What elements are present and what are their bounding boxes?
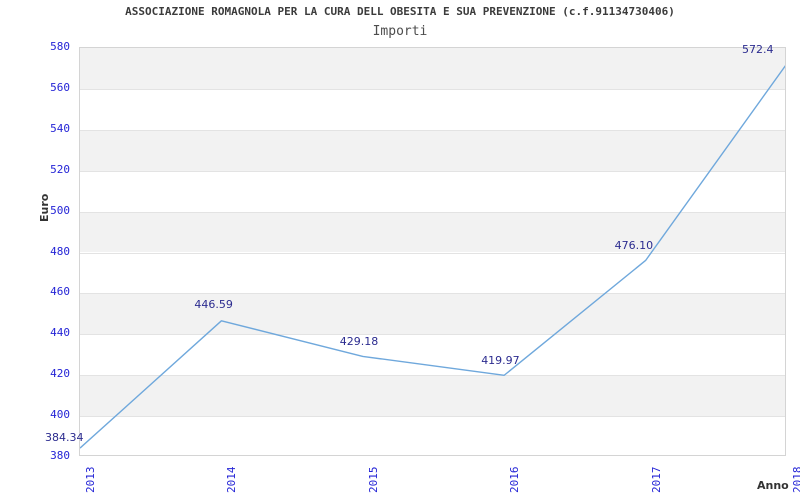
y-axis-tick-label: 440	[50, 326, 70, 340]
chart-title: ASSOCIAZIONE ROMAGNOLA PER LA CURA DELL …	[125, 5, 675, 18]
x-axis-tick-label: 2015	[366, 466, 380, 494]
plot-band	[80, 48, 785, 89]
plot-area	[79, 47, 786, 456]
data-point-label: 446.59	[194, 297, 233, 311]
plot-band	[80, 293, 785, 335]
y-axis-tick-label: 380	[50, 449, 70, 462]
x-axis-tick-label: 2014	[225, 466, 239, 494]
y-axis-tick-label: 520	[50, 162, 70, 176]
gridline	[80, 171, 785, 172]
gridline	[80, 334, 785, 335]
plot-band	[80, 211, 785, 253]
plot-band	[80, 375, 785, 417]
y-axis-tick-label: 560	[50, 80, 70, 94]
series-polyline	[80, 65, 785, 449]
data-point-label: 572.4	[742, 42, 774, 56]
gridline	[80, 89, 785, 90]
plot-band	[80, 129, 785, 171]
x-axis-tick-label: 2013	[84, 466, 97, 494]
gridline	[80, 375, 785, 376]
x-axis-tick-label: 2018	[791, 466, 800, 494]
gridline	[80, 293, 785, 294]
data-point-label: 429.18	[339, 335, 379, 349]
x-axis-title: Anno	[757, 479, 789, 492]
x-axis-tick-label: 2017	[649, 466, 663, 494]
y-axis-title: Euro	[38, 193, 51, 222]
y-axis-tick-label: 580	[50, 40, 70, 53]
data-point-label: 384.34	[45, 431, 84, 445]
y-axis-tick-label: 480	[50, 244, 70, 258]
y-axis-tick-label: 500	[50, 203, 70, 217]
y-axis-tick-label: 400	[50, 408, 70, 422]
gridline	[80, 130, 785, 131]
y-axis-tick-label: 460	[50, 285, 70, 299]
gridline	[80, 416, 785, 417]
y-axis-tick-label: 540	[50, 121, 70, 135]
chart-subtitle: Importi	[372, 24, 428, 39]
y-axis-tick-label: 420	[50, 367, 70, 381]
gridline	[80, 212, 785, 213]
x-axis-tick-label: 2016	[508, 466, 522, 494]
series-line-chart	[80, 65, 785, 449]
gridline	[80, 253, 785, 254]
data-point-label: 419.97	[481, 354, 520, 368]
data-point-label: 476.10	[614, 239, 654, 253]
